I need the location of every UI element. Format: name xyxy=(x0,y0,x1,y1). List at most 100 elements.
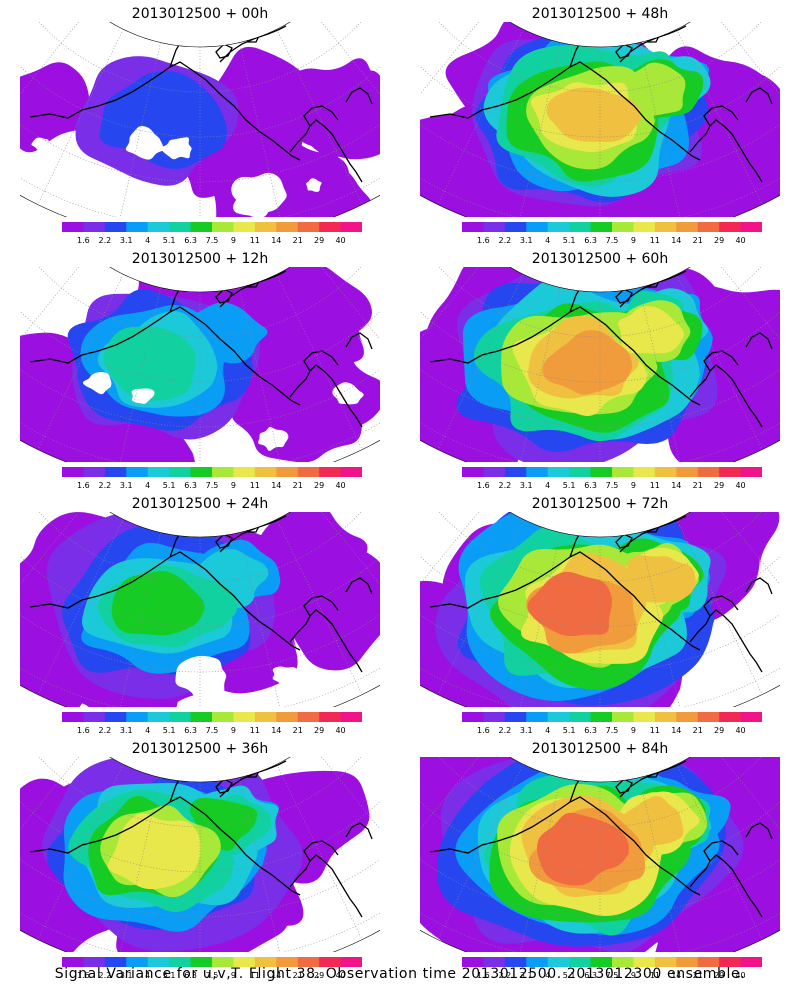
colorbar-swatch xyxy=(590,712,613,722)
map-boundary xyxy=(20,757,380,952)
colorbar-swatch xyxy=(676,957,699,967)
colorbar-tick-label: 3.1 xyxy=(520,236,533,245)
colorbar-swatch xyxy=(633,712,656,722)
colorbar-tick-label: 11 xyxy=(250,726,260,735)
colorbar-swatch xyxy=(676,712,699,722)
longitude-line xyxy=(116,42,161,217)
colorbar-swatch xyxy=(612,957,634,967)
colorbar-swatch xyxy=(340,957,362,967)
colorbar-tick-label: 4 xyxy=(145,236,150,245)
longitude-line xyxy=(516,287,561,462)
colorbar-swatch xyxy=(319,222,342,232)
longitude-line xyxy=(676,29,763,205)
colorbar-tick-label: 40 xyxy=(335,481,345,490)
longitude-line xyxy=(437,764,524,940)
longitude-line xyxy=(276,764,363,940)
colorbar-tick-label: 4 xyxy=(545,236,550,245)
graticule xyxy=(20,267,380,462)
colorbar-tick-label: 4 xyxy=(145,726,150,735)
colorbar-swatch xyxy=(297,712,320,722)
colorbar-tick-label: 21 xyxy=(293,481,303,490)
colorbar-tick-label: 3.1 xyxy=(120,726,133,735)
colorbar-tick-label: 21 xyxy=(693,481,703,490)
colorbar-swatch xyxy=(633,467,656,477)
variance-contour xyxy=(628,62,686,116)
longitude-line xyxy=(37,519,124,695)
colorbar-tick-label: 40 xyxy=(335,236,345,245)
map-panel-36h: 2013012500 + 36h 1.6 2.2 3.1 4 5.1 6.3 7.5 9 11 1… xyxy=(0,735,400,980)
variance-contour xyxy=(111,571,206,636)
colorbar-tick-label: 4 xyxy=(545,971,550,980)
map-boundary xyxy=(420,512,780,707)
colorbar-swatch xyxy=(319,712,342,722)
map-panel-00h: 2013012500 + 00h 1.6 2.2 3.1 4 5.1 6.3 7.5 9 11 1… xyxy=(0,0,400,245)
longitude-line xyxy=(239,532,284,707)
colorbar-swatch xyxy=(504,467,527,477)
colorbar-swatch xyxy=(483,467,506,477)
colorbar-tick-label: 5.1 xyxy=(163,236,176,245)
panel-title: 2013012500 + 72h xyxy=(531,496,669,512)
colorbar-tick-label: 5.1 xyxy=(563,481,576,490)
colorbar-tick-label: 14 xyxy=(671,481,681,490)
colorbar-swatch xyxy=(104,712,127,722)
colorbar-tick-label: 2.2 xyxy=(498,236,511,245)
colorbar-swatch xyxy=(719,222,742,232)
low-variance-region xyxy=(332,382,366,405)
colorbar-tick-label: 6.3 xyxy=(184,726,197,735)
colorbar-tick-label: 6.3 xyxy=(584,481,597,490)
colorbar-swatch xyxy=(504,957,527,967)
variance-field xyxy=(20,267,380,462)
variance-contour xyxy=(20,62,94,153)
colorbar-swatch xyxy=(462,712,484,722)
colorbar-tick-label: 11 xyxy=(650,726,660,735)
colorbar-tick-label: 4 xyxy=(545,726,550,735)
colorbar-swatch xyxy=(612,222,634,232)
variance-contour xyxy=(542,330,633,395)
colorbar-tick-label: 4 xyxy=(145,971,150,980)
colorbar-swatch xyxy=(254,222,277,232)
colorbar-tick-label: 2.2 xyxy=(98,971,111,980)
variance-field xyxy=(20,512,380,707)
colorbar-tick-label: 4 xyxy=(145,481,150,490)
colorbar-tick-label: 1.6 xyxy=(77,971,90,980)
colorbar-swatch xyxy=(169,957,192,967)
low-variance-region xyxy=(82,372,112,395)
colorbar: 1.6 2.2 3.1 4 5.1 6.3 7.5 9 11 14 21 29 40 xyxy=(462,222,762,245)
longitude-line xyxy=(37,764,124,940)
map-boundary xyxy=(20,22,380,217)
colorbar-tick-label: 11 xyxy=(650,481,660,490)
colorbar-tick-label: 2.2 xyxy=(498,971,511,980)
colorbar-tick-label: 29 xyxy=(714,971,724,980)
colorbar-swatch xyxy=(169,712,192,722)
colorbar-tick-label: 29 xyxy=(314,971,324,980)
low-variance-region xyxy=(320,886,380,926)
colorbar-swatch xyxy=(740,467,762,477)
colorbar-swatch xyxy=(697,467,720,477)
colorbar-tick-label: 7.5 xyxy=(606,236,619,245)
colorbar-swatch xyxy=(83,957,106,967)
map-boundary xyxy=(420,22,780,217)
panel-title: 2013012500 + 12h xyxy=(131,251,269,267)
longitude-line xyxy=(239,777,284,952)
colorbar-tick-label: 6.3 xyxy=(184,971,197,980)
panel-title: 2013012500 + 48h xyxy=(531,6,669,22)
colorbar-tick-label: 14 xyxy=(271,726,281,735)
colorbar-swatch xyxy=(190,222,213,232)
graticule xyxy=(420,22,780,217)
graticule xyxy=(420,757,780,952)
low-variance-region xyxy=(131,388,155,404)
colorbar-swatch xyxy=(483,712,506,722)
variance-contour xyxy=(654,870,780,952)
longitude-line xyxy=(239,42,284,217)
colorbar-swatch xyxy=(212,957,234,967)
colorbar-swatch xyxy=(254,712,277,722)
longitude-line xyxy=(37,29,124,205)
longitude-line xyxy=(437,519,524,695)
colorbar-swatch xyxy=(462,957,484,967)
variance-contour xyxy=(240,335,380,445)
colorbar-tick-label: 29 xyxy=(314,726,324,735)
colorbar-swatch xyxy=(62,957,84,967)
colorbar-swatch xyxy=(212,222,234,232)
colorbar-swatch xyxy=(526,222,549,232)
colorbar-swatch xyxy=(147,712,170,722)
